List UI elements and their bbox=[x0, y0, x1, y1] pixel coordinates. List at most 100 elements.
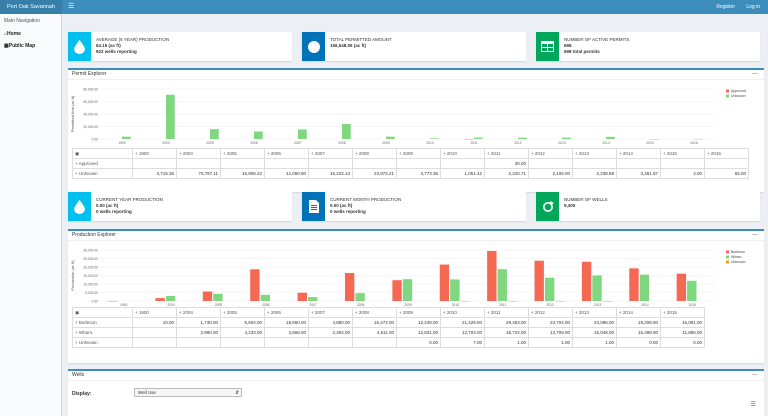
bar-wharn-2009[interactable] bbox=[402, 279, 413, 301]
bar-burleson-2010[interactable] bbox=[439, 264, 450, 301]
minimize-icon[interactable]: — bbox=[752, 71, 758, 77]
bar-wharn-2005[interactable] bbox=[213, 293, 223, 301]
legend-label[interactable]: Wharn. bbox=[731, 255, 742, 259]
pivot-column-header[interactable]: + 2015 bbox=[660, 307, 705, 318]
infobox-title: CURRENT YEAR PRODUCTION bbox=[96, 197, 163, 202]
bar-burleson-2013[interactable] bbox=[581, 261, 592, 301]
pivot-column-header[interactable]: + 2010 bbox=[440, 148, 485, 159]
legend-label[interactable]: Burleson bbox=[731, 250, 745, 254]
pivot-row-header[interactable]: + Unknown bbox=[72, 337, 133, 348]
circle-icon bbox=[302, 32, 325, 61]
pivot-column-header[interactable]: + 2005 bbox=[220, 307, 265, 318]
pivot-column-header[interactable]: + 1900 bbox=[132, 307, 177, 318]
bar-unknown-2005[interactable] bbox=[210, 129, 219, 139]
brand-logo[interactable]: Port Oak Savannah bbox=[0, 0, 62, 14]
legend-label[interactable]: Unknown bbox=[731, 260, 746, 264]
bar-burleson-2015[interactable] bbox=[676, 273, 687, 301]
pivot-column-header[interactable]: + 2010 bbox=[440, 307, 485, 318]
pivot-column-header[interactable]: + 2011 bbox=[484, 148, 529, 159]
bar-wharn-2006[interactable] bbox=[260, 294, 271, 301]
pivot-column-header[interactable]: + 2013 bbox=[572, 307, 617, 318]
bar-unknown-2012[interactable] bbox=[518, 137, 527, 139]
x-tick-label: 2010 bbox=[426, 141, 434, 145]
pivot-column-header[interactable]: + 2014 bbox=[616, 148, 661, 159]
bar-unknown-2014[interactable] bbox=[606, 136, 615, 139]
pivot-column-header[interactable]: + 2011 bbox=[484, 307, 529, 318]
bar-unknown-2008[interactable] bbox=[342, 124, 351, 139]
pivot-cell: 23,704.00 bbox=[528, 317, 573, 328]
bar-wharn-2004[interactable] bbox=[165, 295, 176, 301]
bar-unknown-2006[interactable] bbox=[254, 131, 263, 139]
pivot-row-header[interactable]: + Unknown bbox=[72, 168, 133, 179]
table-row: + Approved 30.00 bbox=[72, 158, 749, 169]
pivot-cell: 1,730.00 bbox=[176, 317, 221, 328]
pivot-cell: 19,208.00 bbox=[616, 317, 661, 328]
bar-burleson-2011[interactable] bbox=[487, 250, 497, 301]
minimize-icon[interactable]: — bbox=[752, 232, 758, 238]
pivot-column-header[interactable]: + 2015 bbox=[660, 148, 705, 159]
x-tick-label: 2012 bbox=[546, 303, 554, 307]
display-select[interactable]: Well Use ⇵ bbox=[134, 388, 242, 397]
legend-label[interactable]: Approved bbox=[731, 89, 746, 93]
bar-unknown-2011[interactable] bbox=[474, 137, 483, 139]
pivot-column-header[interactable]: + 2008 bbox=[352, 148, 397, 159]
bar-unknown-2009[interactable] bbox=[386, 136, 395, 139]
pivot-column-header[interactable]: + 2012 bbox=[528, 148, 573, 159]
bar-wharn-2010[interactable] bbox=[450, 279, 460, 301]
pivot-cell: 2,220.71 bbox=[484, 168, 529, 179]
pivot-column-header[interactable]: + 2005 bbox=[220, 148, 265, 159]
x-tick-label: 1900 bbox=[118, 141, 126, 145]
top-nav-links: Register Log in bbox=[706, 0, 760, 14]
bar-wharn-2015[interactable] bbox=[687, 280, 697, 301]
bar-wharn-2012[interactable] bbox=[544, 277, 555, 301]
bar-wharn-2011[interactable] bbox=[497, 269, 507, 301]
bar-burleson-2008[interactable] bbox=[344, 272, 355, 301]
bar-wharn-2008[interactable] bbox=[355, 293, 365, 301]
sidebar-item-public-map[interactable]: ▦Public Map bbox=[0, 40, 61, 52]
water-drop-icon bbox=[68, 192, 91, 221]
bar-unknown-1900[interactable] bbox=[122, 136, 131, 139]
pivot-cell: 12,703.00 bbox=[440, 327, 485, 338]
pivot-row-header[interactable]: + Approved bbox=[72, 158, 133, 169]
bar-unknown-2007[interactable] bbox=[298, 129, 307, 139]
bar-wharn-2007[interactable] bbox=[308, 297, 318, 301]
legend-label[interactable]: Unknown bbox=[731, 94, 746, 98]
pivot-column-header[interactable]: + 2013 bbox=[572, 148, 617, 159]
pivot-column-header[interactable]: + 2009 bbox=[396, 307, 441, 318]
bar-wharn-2013[interactable] bbox=[592, 275, 602, 301]
minimize-icon[interactable]: — bbox=[752, 372, 758, 378]
bar-unknown-2004[interactable] bbox=[166, 94, 175, 139]
bar-burleson-2014[interactable] bbox=[629, 268, 639, 301]
pivot-column-header[interactable]: + 1900 bbox=[132, 148, 177, 159]
pivot-column-header[interactable]: + 2006 bbox=[264, 307, 309, 318]
pivot-row-header[interactable]: + Wharn. bbox=[72, 327, 133, 338]
bar-unknown-2010[interactable] bbox=[430, 138, 439, 139]
pivot-column-header[interactable]: + 2004 bbox=[176, 148, 221, 159]
pivot-column-header[interactable]: + 2012 bbox=[528, 307, 573, 318]
hamburger-menu-icon[interactable]: ☰ bbox=[68, 3, 75, 10]
pivot-column-header[interactable]: + 2008 bbox=[352, 307, 397, 318]
pivot-column-header[interactable]: + 2006 bbox=[264, 148, 309, 159]
sidebar-item-home[interactable]: ⌂Home bbox=[0, 28, 61, 40]
pivot-corner-icon[interactable]: ▣ bbox=[72, 307, 133, 318]
login-link[interactable]: Log in bbox=[746, 4, 760, 10]
bar-burleson-2006[interactable] bbox=[250, 269, 260, 301]
bar-burleson-2005[interactable] bbox=[202, 291, 213, 301]
main-content: AVERAGE (5 YEAR) PRODUCTION 64.15 (ac ft)… bbox=[62, 14, 768, 416]
bar-burleson-2004[interactable] bbox=[155, 298, 165, 301]
pivot-row-header[interactable]: + Burleson bbox=[72, 317, 133, 328]
pivot-column-header[interactable]: + 2004 bbox=[176, 307, 221, 318]
bar-burleson-2012[interactable] bbox=[534, 260, 544, 301]
pivot-column-header[interactable]: + 2009 bbox=[396, 148, 441, 159]
bar-burleson-2007[interactable] bbox=[297, 292, 307, 301]
pivot-column-header[interactable]: + 2014 bbox=[616, 307, 661, 318]
bar-burleson-2009[interactable] bbox=[392, 280, 402, 301]
pivot-column-header[interactable]: + 2007 bbox=[308, 148, 353, 159]
bar-unknown-2013[interactable] bbox=[562, 137, 571, 139]
bar-wharn-2014[interactable] bbox=[639, 274, 650, 301]
chart-menu-icon[interactable]: ☰ bbox=[750, 402, 756, 408]
pivot-corner-icon[interactable]: ▣ bbox=[72, 148, 133, 159]
register-link[interactable]: Register bbox=[716, 4, 735, 10]
pivot-column-header[interactable]: + 2007 bbox=[308, 307, 353, 318]
pivot-column-header[interactable]: + 2016 bbox=[704, 148, 749, 159]
